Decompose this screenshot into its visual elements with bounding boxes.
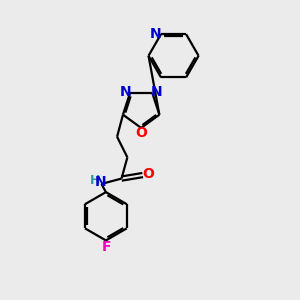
Text: F: F — [102, 240, 111, 254]
Text: N: N — [151, 85, 163, 99]
Text: O: O — [142, 167, 154, 182]
Text: O: O — [135, 126, 147, 140]
Text: N: N — [150, 27, 162, 41]
Text: N: N — [95, 176, 107, 189]
Text: N: N — [120, 85, 131, 99]
Text: H: H — [90, 174, 100, 188]
